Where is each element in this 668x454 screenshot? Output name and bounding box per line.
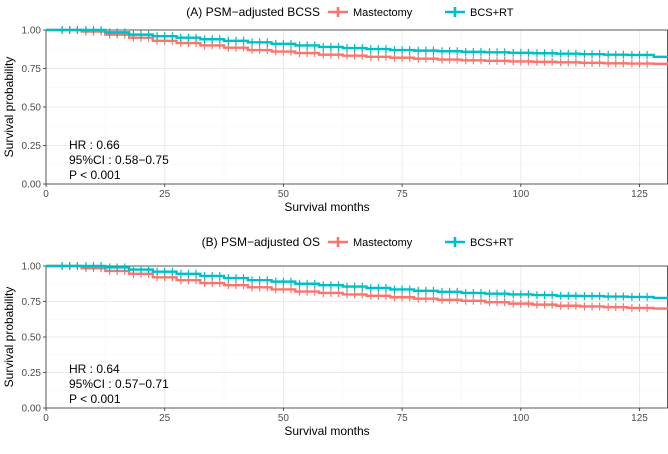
x-axis-label: Survival months	[284, 200, 369, 214]
y-tick-label: 0.25	[22, 141, 42, 152]
legend-label-mastectomy: Mastectomy	[353, 237, 413, 249]
y-axis-label: Survival probability	[2, 287, 16, 388]
chart-title: (A) PSM−adjusted BCSS	[186, 5, 320, 19]
legend-label-mastectomy: Mastectomy	[353, 7, 413, 19]
y-tick-label: 0.75	[22, 297, 42, 308]
survival-curve-mastectomy	[46, 28, 668, 66]
y-tick-label: 1.00	[22, 26, 42, 37]
y-tick-label: 0.75	[22, 64, 42, 75]
hr-annotation: HR : 0.64	[69, 362, 120, 376]
x-tick-label: 100	[512, 413, 529, 424]
y-tick-label: 0.00	[22, 180, 42, 191]
p-value-annotation: P < 0.001	[69, 392, 121, 406]
chart-panel-2: 0.00 0.25 0.50 0.75 1.00 0 25 50 75 100 125 Surviva…	[2, 235, 668, 438]
x-tick-label: 75	[397, 189, 409, 200]
x-tick-label: 0	[43, 189, 49, 200]
ci-annotation: 95%CI : 0.57−0.71	[69, 377, 169, 391]
x-tick-label: 0	[43, 413, 49, 424]
x-tick-label: 75	[397, 413, 409, 424]
hr-annotation: HR : 0.66	[69, 138, 120, 152]
y-tick-label: 0.00	[22, 404, 42, 415]
p-value-annotation: P < 0.001	[69, 168, 121, 182]
x-tick-label: 25	[159, 189, 171, 200]
x-tick-label: 50	[278, 413, 290, 424]
x-tick-label: 125	[631, 189, 648, 200]
survival-curve-mastectomy	[46, 264, 668, 310]
y-tick-label: 1.00	[22, 262, 42, 273]
x-tick-label: 125	[631, 413, 648, 424]
chart-panel-1: 0.00 0.25 0.50 0.75 1.00 0 25 50 75 100 125 Surviva…	[2, 5, 668, 214]
y-tick-label: 0.25	[22, 368, 42, 379]
y-axis-label: Survival probability	[2, 57, 16, 158]
x-axis-label: Survival months	[284, 424, 369, 438]
ci-annotation: 95%CI : 0.58−0.75	[69, 153, 169, 167]
chart-title: (B) PSM−adjusted OS	[202, 235, 320, 249]
x-tick-label: 100	[512, 189, 529, 200]
x-tick-label: 25	[159, 413, 171, 424]
legend-label-bcs-rt: BCS+RT	[470, 237, 514, 249]
y-tick-label: 0.50	[22, 103, 42, 114]
legend-label-bcs-rt: BCS+RT	[470, 7, 514, 19]
y-tick-label: 0.50	[22, 333, 42, 344]
x-tick-label: 50	[278, 189, 290, 200]
